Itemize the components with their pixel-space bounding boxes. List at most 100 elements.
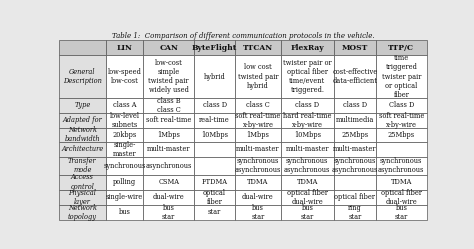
Text: Access
control: Access control xyxy=(71,174,94,191)
Text: multi-master: multi-master xyxy=(285,145,329,153)
Bar xyxy=(106,142,143,157)
Text: synchronous
asynchronous: synchronous asynchronous xyxy=(284,157,330,174)
Text: dual-wire: dual-wire xyxy=(242,193,274,201)
Bar xyxy=(106,98,143,113)
Bar xyxy=(376,205,427,220)
Bar xyxy=(235,113,281,128)
Bar xyxy=(281,113,334,128)
Text: low cost
twisted pair
hybrid: low cost twisted pair hybrid xyxy=(237,63,278,90)
Text: CSMA: CSMA xyxy=(158,178,179,186)
Bar xyxy=(235,128,281,142)
Text: soft real-time: soft real-time xyxy=(146,117,191,124)
Bar xyxy=(143,189,194,205)
Text: FlexRay: FlexRay xyxy=(291,44,324,52)
Text: General
Description: General Description xyxy=(63,68,102,85)
Text: 1Mbps: 1Mbps xyxy=(246,131,269,139)
Text: single-wire: single-wire xyxy=(106,193,143,201)
Bar xyxy=(376,98,427,113)
Text: polling: polling xyxy=(113,178,136,186)
Bar xyxy=(106,113,143,128)
Bar xyxy=(106,189,143,205)
Text: asynchronous: asynchronous xyxy=(146,162,192,170)
Text: TTP/C: TTP/C xyxy=(388,44,414,52)
Text: class B
class C: class B class C xyxy=(157,97,181,114)
Bar xyxy=(235,98,281,113)
Text: hybrid: hybrid xyxy=(204,73,226,81)
Bar xyxy=(281,205,334,220)
Text: bus
star: bus star xyxy=(395,204,408,221)
Text: class D: class D xyxy=(343,101,367,109)
Bar xyxy=(334,113,376,128)
Bar xyxy=(281,56,334,98)
Text: Adapted for: Adapted for xyxy=(63,117,102,124)
Bar xyxy=(143,175,194,189)
Bar xyxy=(376,142,427,157)
Bar xyxy=(334,142,376,157)
Bar xyxy=(59,157,106,175)
Bar xyxy=(334,205,376,220)
Bar xyxy=(281,175,334,189)
Bar xyxy=(194,56,235,98)
Text: bus: bus xyxy=(118,208,130,216)
Text: Type: Type xyxy=(74,101,91,109)
Bar xyxy=(106,128,143,142)
Text: bus
star: bus star xyxy=(251,204,264,221)
Text: twister pair or
optical fiber
time/event
triggered.: twister pair or optical fiber time/event… xyxy=(283,59,332,94)
Text: TDMA: TDMA xyxy=(297,178,318,186)
Bar xyxy=(334,157,376,175)
Text: ByteFlight: ByteFlight xyxy=(192,44,237,52)
Text: 1Mbps: 1Mbps xyxy=(157,131,180,139)
Text: Transfer
mode: Transfer mode xyxy=(68,157,97,174)
Text: synchronous: synchronous xyxy=(103,162,146,170)
Text: CAN: CAN xyxy=(159,44,178,52)
Text: soft real-time
x-by-wire: soft real-time x-by-wire xyxy=(379,112,424,129)
Bar xyxy=(235,189,281,205)
Text: star: star xyxy=(208,208,221,216)
Bar xyxy=(194,113,235,128)
Bar xyxy=(59,128,106,142)
Text: 25Mbps: 25Mbps xyxy=(388,131,415,139)
Bar xyxy=(194,98,235,113)
Bar xyxy=(106,56,143,98)
Bar xyxy=(235,157,281,175)
Bar xyxy=(59,142,106,157)
Bar xyxy=(334,40,376,56)
Bar xyxy=(143,113,194,128)
Text: ring
star: ring star xyxy=(348,204,362,221)
Text: single-
master: single- master xyxy=(113,141,137,158)
Text: bus
star: bus star xyxy=(301,204,314,221)
Text: TDMA: TDMA xyxy=(247,178,269,186)
Bar xyxy=(334,98,376,113)
Bar xyxy=(376,40,427,56)
Text: hard real-time
x-by-wire: hard real-time x-by-wire xyxy=(283,112,331,129)
Bar xyxy=(235,205,281,220)
Text: Network
bandwidth: Network bandwidth xyxy=(64,126,100,143)
Text: LIN: LIN xyxy=(117,44,132,52)
Text: Network
topology: Network topology xyxy=(68,204,97,221)
Text: Class D: Class D xyxy=(389,101,414,109)
Text: multimedia: multimedia xyxy=(336,117,374,124)
Text: class D: class D xyxy=(295,101,319,109)
Bar xyxy=(106,40,143,56)
Text: Physical
layer: Physical layer xyxy=(68,188,96,206)
Bar xyxy=(235,175,281,189)
Bar xyxy=(376,175,427,189)
Text: 10Mbps: 10Mbps xyxy=(201,131,228,139)
Bar xyxy=(194,175,235,189)
Bar xyxy=(143,40,194,56)
Text: TDMA: TDMA xyxy=(391,178,412,186)
Bar xyxy=(59,189,106,205)
Bar xyxy=(376,128,427,142)
Bar xyxy=(235,142,281,157)
Text: optical
fiber: optical fiber xyxy=(203,188,226,206)
Bar xyxy=(376,113,427,128)
Bar xyxy=(235,56,281,98)
Text: Table 1:  Comparison of different communication protocols in the vehicle.: Table 1: Comparison of different communi… xyxy=(111,32,374,40)
Text: multi-master: multi-master xyxy=(236,145,280,153)
Text: bus
star: bus star xyxy=(162,204,175,221)
Text: optical fiber
dual-wire: optical fiber dual-wire xyxy=(381,188,422,206)
Bar xyxy=(143,56,194,98)
Bar xyxy=(281,128,334,142)
Text: class C: class C xyxy=(246,101,270,109)
Bar xyxy=(59,40,106,56)
